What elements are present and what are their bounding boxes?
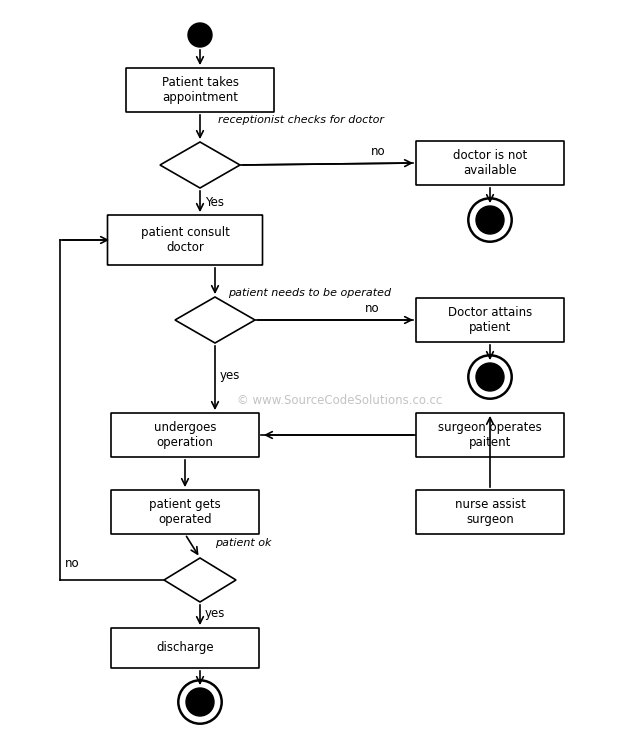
Polygon shape (164, 558, 236, 602)
Circle shape (186, 688, 214, 716)
Text: © www.SourceCodeSolutions.co.cc: © www.SourceCodeSolutions.co.cc (237, 393, 443, 407)
Text: doctor is not
available: doctor is not available (453, 149, 527, 177)
Text: surgeon operates
paitent: surgeon operates paitent (438, 421, 542, 449)
Circle shape (188, 23, 212, 47)
FancyBboxPatch shape (111, 413, 259, 457)
FancyBboxPatch shape (107, 215, 262, 265)
FancyBboxPatch shape (111, 628, 259, 668)
Text: no: no (65, 557, 79, 570)
Text: patient ok: patient ok (215, 538, 272, 548)
Circle shape (476, 206, 504, 234)
Text: patient consult
doctor: patient consult doctor (140, 226, 229, 254)
Text: Doctor attains
patient: Doctor attains patient (448, 306, 532, 334)
Polygon shape (175, 297, 255, 343)
FancyBboxPatch shape (126, 68, 274, 112)
Text: nurse assist
surgeon: nurse assist surgeon (455, 498, 525, 526)
FancyBboxPatch shape (416, 413, 564, 457)
Text: patient needs to be operated: patient needs to be operated (228, 288, 391, 298)
Text: yes: yes (205, 607, 225, 620)
Text: patient gets
operated: patient gets operated (149, 498, 221, 526)
Circle shape (476, 363, 504, 391)
Text: Patient takes
appointment: Patient takes appointment (161, 76, 239, 104)
Text: undergoes
operation: undergoes operation (154, 421, 217, 449)
Text: no: no (365, 302, 380, 315)
Text: yes: yes (220, 369, 241, 382)
Text: receptionist checks for doctor: receptionist checks for doctor (218, 115, 384, 125)
Text: no: no (370, 145, 385, 158)
FancyBboxPatch shape (416, 490, 564, 534)
FancyBboxPatch shape (111, 490, 259, 534)
FancyBboxPatch shape (416, 298, 564, 342)
Polygon shape (160, 142, 240, 188)
FancyBboxPatch shape (416, 141, 564, 185)
Text: discharge: discharge (156, 642, 214, 655)
Text: Yes: Yes (205, 196, 224, 210)
